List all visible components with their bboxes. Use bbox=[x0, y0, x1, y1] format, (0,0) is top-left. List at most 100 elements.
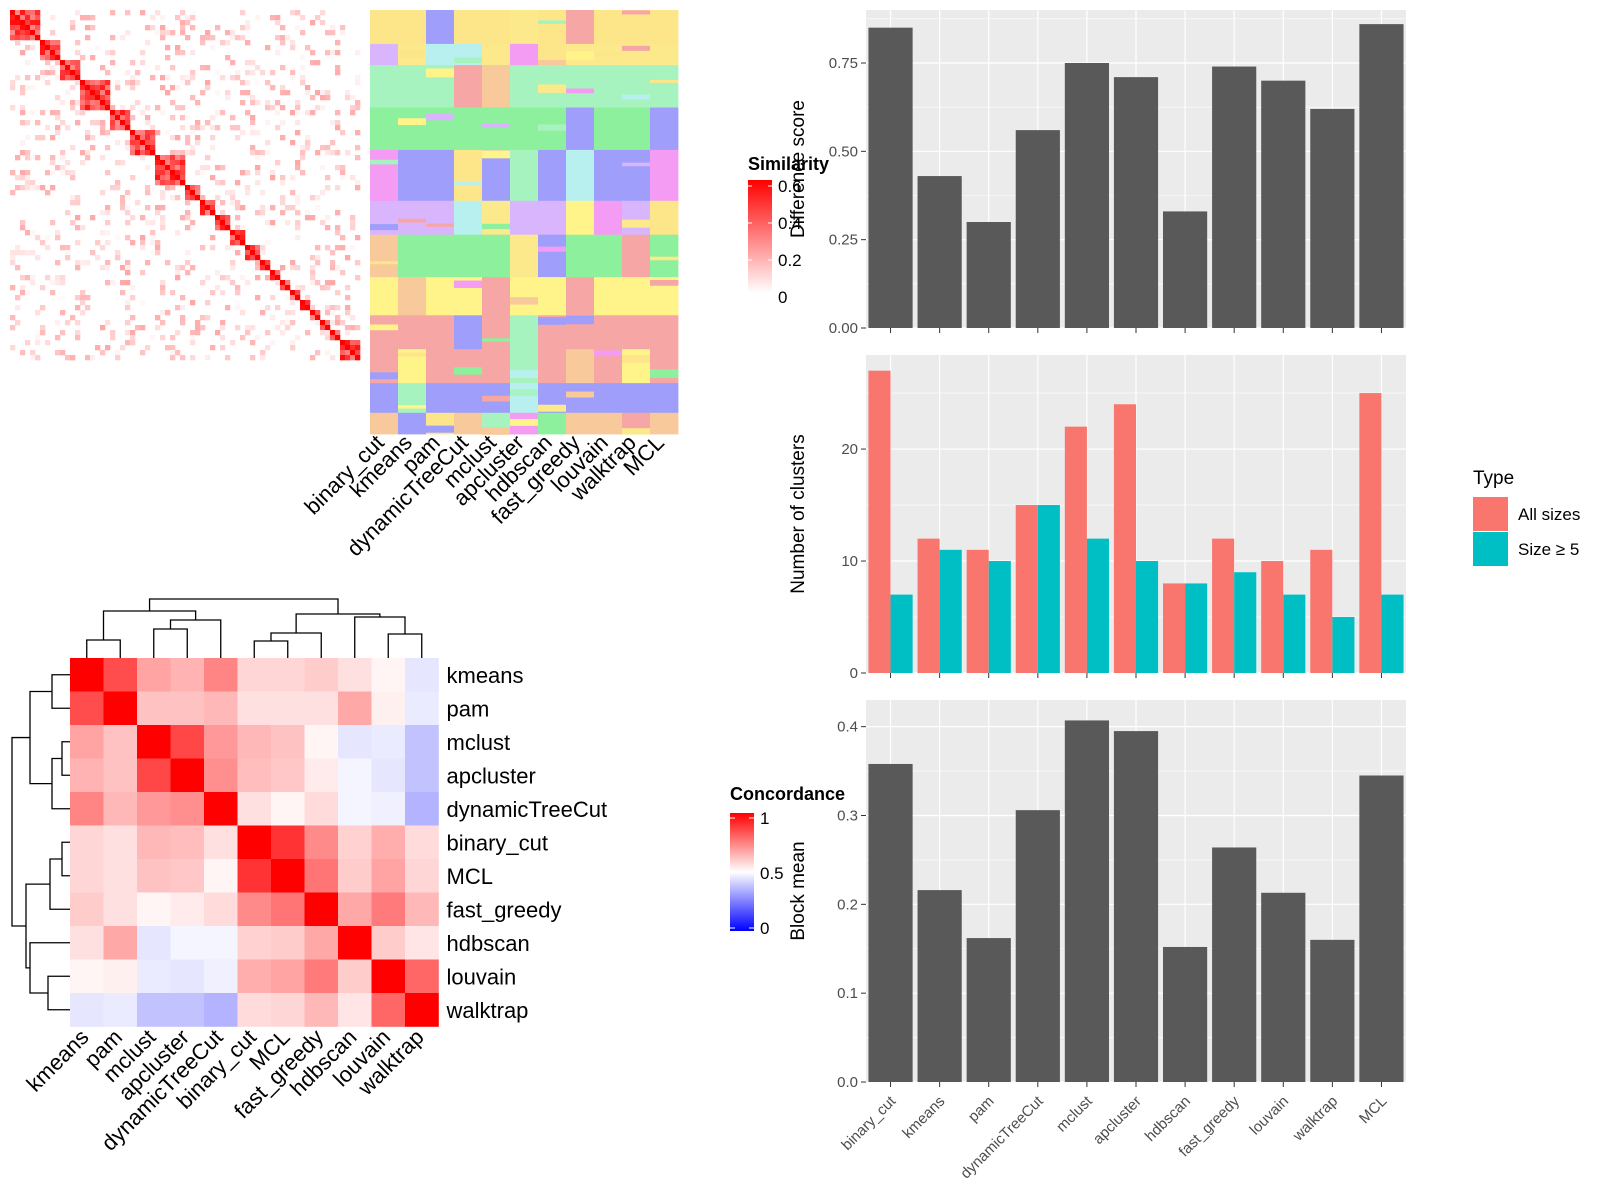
similarity-cell bbox=[175, 350, 181, 356]
similarity-cell bbox=[100, 350, 106, 356]
similarity-cell bbox=[310, 50, 316, 56]
similarity-cell bbox=[315, 15, 321, 21]
similarity-cell bbox=[225, 40, 231, 46]
similarity-cell bbox=[80, 150, 86, 156]
similarity-cell bbox=[90, 55, 96, 61]
similarity-cell bbox=[175, 105, 181, 111]
similarity-cell bbox=[55, 260, 61, 266]
similarity-cell bbox=[40, 40, 46, 46]
similarity-cell bbox=[155, 205, 161, 211]
similarity-cell bbox=[315, 105, 321, 111]
similarity-cell bbox=[355, 275, 361, 281]
cluster-strip-cell bbox=[566, 10, 595, 45]
similarity-cell bbox=[210, 210, 216, 216]
bar-all-sizes bbox=[966, 549, 989, 673]
similarity-cell bbox=[190, 50, 196, 56]
similarity-cell bbox=[315, 310, 321, 316]
similarity-cell bbox=[15, 15, 21, 21]
cluster-strip-cell bbox=[594, 149, 623, 202]
similarity-cell bbox=[130, 60, 136, 66]
similarity-cell bbox=[45, 190, 51, 196]
similarity-cell bbox=[280, 195, 286, 201]
concordance-cell bbox=[405, 892, 439, 927]
similarity-cell bbox=[10, 15, 16, 21]
similarity-cell bbox=[100, 155, 106, 161]
similarity-cell bbox=[150, 335, 156, 341]
similarity-cell bbox=[260, 355, 266, 361]
similarity-cell bbox=[215, 330, 221, 336]
similarity-cell bbox=[185, 190, 191, 196]
cluster-strip-cell bbox=[454, 315, 483, 350]
similarity-cell bbox=[105, 145, 111, 151]
similarity-cell bbox=[275, 15, 281, 21]
similarity-cell bbox=[145, 140, 151, 146]
similarity-cell bbox=[195, 325, 201, 331]
similarity-cell bbox=[355, 355, 361, 361]
similarity-cell bbox=[295, 130, 301, 136]
similarity-cell bbox=[65, 250, 71, 256]
similarity-cell bbox=[330, 355, 336, 361]
concordance-cell bbox=[70, 658, 104, 692]
similarity-cell bbox=[335, 110, 341, 116]
similarity-cell bbox=[90, 95, 96, 101]
similarity-cell bbox=[300, 80, 306, 86]
similarity-cell bbox=[345, 310, 351, 316]
similarity-cell bbox=[105, 230, 111, 236]
similarity-cell bbox=[125, 305, 131, 311]
similarity-cell bbox=[145, 105, 151, 111]
similarity-cell bbox=[20, 85, 26, 91]
similarity-cell bbox=[145, 130, 151, 136]
similarity-cell bbox=[155, 155, 161, 161]
cluster-strip-cell bbox=[594, 315, 623, 350]
similarity-cell bbox=[225, 220, 231, 226]
similarity-cell bbox=[175, 265, 181, 271]
similarity-cell bbox=[245, 90, 251, 96]
similarity-cell bbox=[245, 170, 251, 176]
cluster-strip-cell bbox=[622, 428, 651, 435]
similarity-cell bbox=[185, 35, 191, 41]
similarity-cell bbox=[235, 125, 241, 131]
similarity-cell bbox=[75, 320, 81, 326]
similarity-cell bbox=[280, 90, 286, 96]
similarity-cell bbox=[245, 110, 251, 116]
similarity-cell bbox=[290, 320, 296, 326]
similarity-cell bbox=[350, 315, 356, 321]
similarity-cell bbox=[195, 120, 201, 126]
similarity-cell bbox=[70, 25, 76, 31]
similarity-cell bbox=[45, 45, 51, 51]
concordance-cell bbox=[271, 859, 305, 893]
concordance-cell bbox=[137, 892, 171, 927]
similarity-cell bbox=[130, 295, 136, 301]
concordance-cell bbox=[170, 825, 205, 860]
similarity-cell bbox=[185, 185, 191, 191]
similarity-cell bbox=[30, 230, 36, 236]
similarity-cell bbox=[270, 315, 276, 321]
similarity-cell bbox=[240, 170, 246, 176]
similarity-cell bbox=[55, 275, 61, 281]
similarity-cell bbox=[145, 190, 151, 196]
similarity-cell bbox=[35, 340, 41, 346]
similarity-cell bbox=[330, 250, 336, 256]
concordance-cell bbox=[204, 758, 238, 793]
similarity-cell bbox=[200, 245, 206, 251]
similarity-cell bbox=[170, 170, 176, 176]
similarity-cell bbox=[220, 335, 226, 341]
similarity-cell bbox=[300, 15, 306, 21]
similarity-cell bbox=[120, 160, 126, 166]
similarity-cell bbox=[355, 325, 361, 331]
similarity-cell bbox=[295, 285, 301, 291]
similarity-cell bbox=[200, 210, 206, 216]
bar-all-sizes bbox=[1212, 538, 1235, 673]
concordance-row-label: hdbscan bbox=[447, 931, 530, 956]
cluster-strip-cell bbox=[454, 367, 483, 375]
similarity-cell bbox=[50, 155, 56, 161]
similarity-cell bbox=[30, 35, 36, 41]
similarity-cell bbox=[355, 180, 361, 186]
similarity-cell bbox=[165, 170, 171, 176]
similarity-cell bbox=[35, 75, 41, 81]
similarity-cell bbox=[235, 70, 241, 76]
cluster-strip-cell bbox=[482, 234, 511, 278]
cluster-strip-cell bbox=[454, 412, 483, 435]
similarity-cell bbox=[165, 160, 171, 166]
similarity-cell bbox=[235, 235, 241, 241]
